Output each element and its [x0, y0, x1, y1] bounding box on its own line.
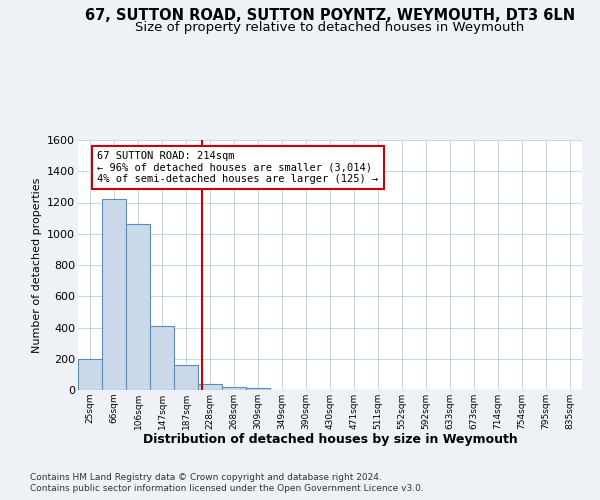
Bar	[102, 200, 126, 390]
Bar	[126, 224, 150, 390]
Text: 67, SUTTON ROAD, SUTTON POYNTZ, WEYMOUTH, DT3 6LN: 67, SUTTON ROAD, SUTTON POYNTZ, WEYMOUTH…	[85, 8, 575, 22]
Bar	[78, 359, 102, 390]
Text: Contains HM Land Registry data © Crown copyright and database right 2024.: Contains HM Land Registry data © Crown c…	[30, 472, 382, 482]
Bar	[198, 384, 222, 390]
Bar	[246, 388, 270, 390]
Y-axis label: Number of detached properties: Number of detached properties	[32, 178, 41, 352]
Bar	[222, 387, 246, 390]
Bar	[150, 326, 174, 390]
Text: Size of property relative to detached houses in Weymouth: Size of property relative to detached ho…	[136, 21, 524, 34]
Text: Distribution of detached houses by size in Weymouth: Distribution of detached houses by size …	[143, 432, 517, 446]
Text: Contains public sector information licensed under the Open Government Licence v3: Contains public sector information licen…	[30, 484, 424, 493]
Bar	[174, 365, 198, 390]
Text: 67 SUTTON ROAD: 214sqm
← 96% of detached houses are smaller (3,014)
4% of semi-d: 67 SUTTON ROAD: 214sqm ← 96% of detached…	[97, 151, 379, 184]
